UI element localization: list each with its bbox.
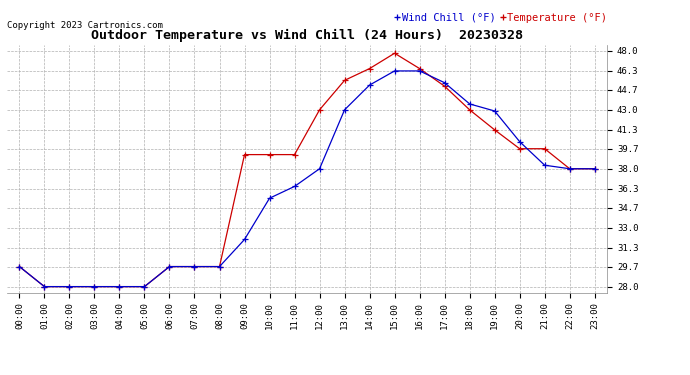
Wind Chill (°F) — [240, 237, 248, 242]
Temperature (°F) — [440, 84, 449, 88]
Temperature (°F) — [415, 66, 424, 71]
Temperature (°F) — [190, 264, 199, 269]
Wind Chill (°F) — [90, 284, 99, 289]
Temperature (°F) — [240, 152, 248, 157]
Temperature (°F) — [90, 284, 99, 289]
Wind Chill (°F) — [466, 102, 474, 106]
Wind Chill (°F) — [166, 264, 174, 269]
Wind Chill (°F) — [515, 140, 524, 144]
Wind Chill (°F) — [115, 284, 124, 289]
Wind Chill (°F) — [415, 69, 424, 73]
Temperature (°F) — [115, 284, 124, 289]
Legend: Wind Chill (°F), Temperature (°F): Wind Chill (°F), Temperature (°F) — [396, 13, 607, 23]
Temperature (°F) — [166, 264, 174, 269]
Wind Chill (°F) — [366, 83, 374, 87]
Temperature (°F) — [215, 264, 224, 269]
Wind Chill (°F) — [315, 166, 324, 171]
Line: Wind Chill (°F): Wind Chill (°F) — [17, 68, 598, 290]
Wind Chill (°F) — [566, 166, 574, 171]
Wind Chill (°F) — [591, 166, 599, 171]
Temperature (°F) — [140, 284, 148, 289]
Wind Chill (°F) — [40, 284, 48, 289]
Wind Chill (°F) — [491, 109, 499, 113]
Temperature (°F) — [66, 284, 74, 289]
Line: Temperature (°F): Temperature (°F) — [17, 51, 598, 290]
Wind Chill (°F) — [140, 284, 148, 289]
Temperature (°F) — [491, 128, 499, 132]
Temperature (°F) — [466, 108, 474, 112]
Temperature (°F) — [591, 166, 599, 171]
Temperature (°F) — [566, 166, 574, 171]
Temperature (°F) — [340, 78, 348, 82]
Wind Chill (°F) — [266, 196, 274, 201]
Temperature (°F) — [290, 152, 299, 157]
Wind Chill (°F) — [215, 264, 224, 269]
Wind Chill (°F) — [340, 108, 348, 112]
Title: Outdoor Temperature vs Wind Chill (24 Hours)  20230328: Outdoor Temperature vs Wind Chill (24 Ho… — [91, 29, 523, 42]
Temperature (°F) — [40, 284, 48, 289]
Temperature (°F) — [540, 147, 549, 151]
Temperature (°F) — [515, 147, 524, 151]
Wind Chill (°F) — [440, 81, 449, 85]
Temperature (°F) — [315, 108, 324, 112]
Wind Chill (°F) — [66, 284, 74, 289]
Wind Chill (°F) — [391, 69, 399, 73]
Wind Chill (°F) — [540, 163, 549, 168]
Text: Copyright 2023 Cartronics.com: Copyright 2023 Cartronics.com — [7, 21, 163, 30]
Temperature (°F) — [366, 66, 374, 71]
Wind Chill (°F) — [15, 264, 23, 269]
Wind Chill (°F) — [190, 264, 199, 269]
Temperature (°F) — [391, 51, 399, 56]
Temperature (°F) — [15, 264, 23, 269]
Temperature (°F) — [266, 152, 274, 157]
Wind Chill (°F) — [290, 184, 299, 189]
